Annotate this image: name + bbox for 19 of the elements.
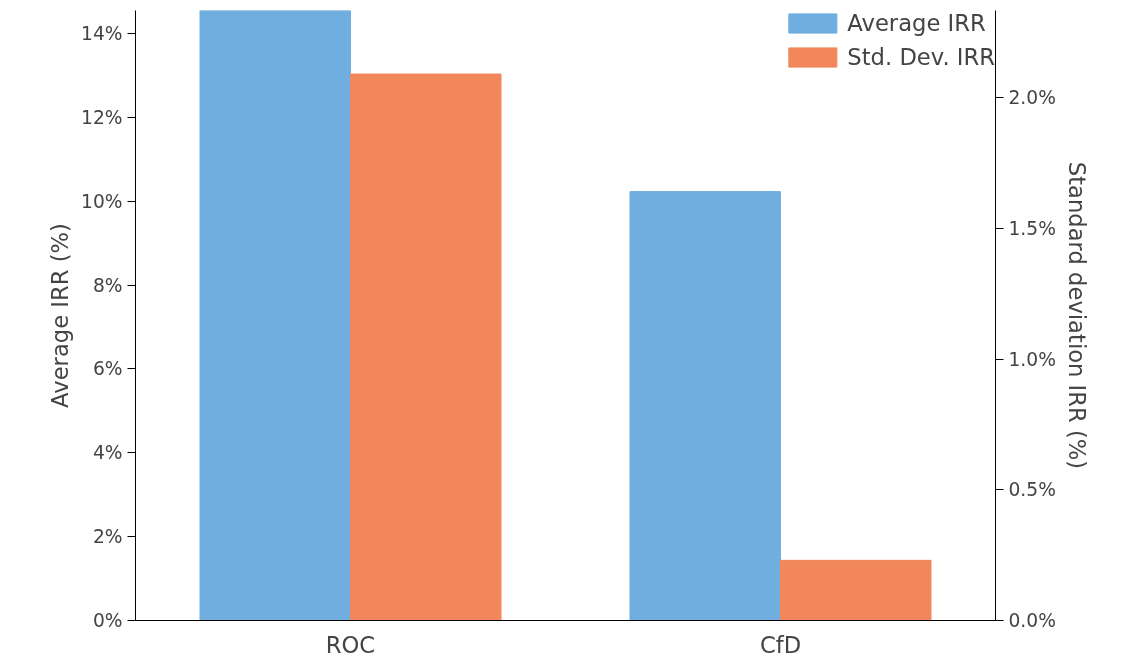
y2-tick-label: 1.5% xyxy=(1008,217,1056,239)
y2-axis-title: Standard deviation IRR (%) xyxy=(1063,161,1090,470)
y-tick-label: 6% xyxy=(92,358,123,380)
y-tick-label: 4% xyxy=(92,442,123,464)
x-tick-label: ROC xyxy=(325,631,376,658)
legend-label: Std. Dev. IRR xyxy=(847,44,995,70)
legend-label: Average IRR xyxy=(847,10,986,36)
y-tick-label: 0% xyxy=(92,610,123,631)
y-tick-label: 10% xyxy=(81,190,123,212)
y-tick-label: 8% xyxy=(92,274,123,296)
x-tick-label: CfD xyxy=(759,631,802,658)
y2-tick-label: 0.5% xyxy=(1008,479,1056,501)
y-axis-title: Average IRR (%) xyxy=(47,223,74,408)
y-tick-label: 12% xyxy=(81,106,123,128)
y-tick-label: 2% xyxy=(92,526,123,548)
y-tick-label: 14% xyxy=(81,23,123,45)
y2-tick-label: 2.0% xyxy=(1008,87,1056,109)
y2-tick-label: 0.0% xyxy=(1008,610,1056,631)
y2-tick-label: 1.0% xyxy=(1008,348,1056,370)
